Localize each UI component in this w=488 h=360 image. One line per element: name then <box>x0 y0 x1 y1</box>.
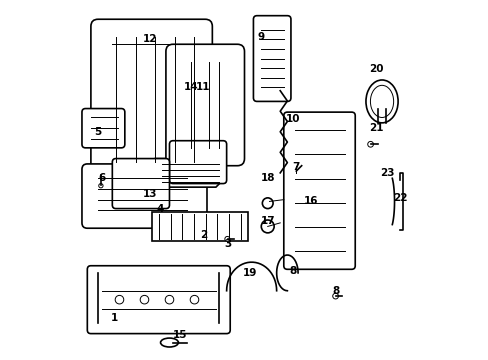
Circle shape <box>115 296 123 304</box>
Circle shape <box>140 296 148 304</box>
Text: 2: 2 <box>200 230 206 240</box>
Circle shape <box>224 237 229 242</box>
Circle shape <box>261 220 274 233</box>
Text: 21: 21 <box>368 123 383 133</box>
Text: 8: 8 <box>331 286 339 296</box>
Text: 12: 12 <box>142 34 157 44</box>
Text: 15: 15 <box>173 330 187 341</box>
Text: 1: 1 <box>110 312 118 323</box>
Text: 10: 10 <box>285 114 299 124</box>
Text: 19: 19 <box>242 268 257 278</box>
Circle shape <box>262 198 272 208</box>
Circle shape <box>367 141 373 147</box>
Text: 16: 16 <box>303 197 317 206</box>
Text: 14: 14 <box>183 82 198 92</box>
Bar <box>151 212 247 241</box>
Circle shape <box>332 293 338 299</box>
FancyBboxPatch shape <box>82 109 124 148</box>
FancyBboxPatch shape <box>87 266 230 334</box>
FancyBboxPatch shape <box>112 158 169 208</box>
FancyBboxPatch shape <box>82 164 206 228</box>
Ellipse shape <box>160 338 178 347</box>
Text: 6: 6 <box>98 173 105 183</box>
FancyBboxPatch shape <box>253 16 290 102</box>
Text: 5: 5 <box>94 127 102 137</box>
Polygon shape <box>155 158 223 187</box>
Text: 20: 20 <box>368 64 383 74</box>
Text: 4: 4 <box>157 203 164 213</box>
Text: 8: 8 <box>288 266 296 276</box>
Text: 18: 18 <box>260 173 274 183</box>
Circle shape <box>190 296 198 304</box>
Circle shape <box>165 296 173 304</box>
Text: 11: 11 <box>196 82 210 92</box>
Text: 13: 13 <box>142 189 157 199</box>
Text: 9: 9 <box>257 32 264 42</box>
Text: 3: 3 <box>224 239 232 249</box>
Text: 22: 22 <box>392 193 407 203</box>
FancyBboxPatch shape <box>165 44 244 166</box>
FancyBboxPatch shape <box>169 141 226 184</box>
Circle shape <box>99 184 103 188</box>
FancyBboxPatch shape <box>91 19 212 180</box>
FancyBboxPatch shape <box>283 112 354 269</box>
Text: 23: 23 <box>379 168 394 178</box>
Text: 7: 7 <box>292 162 299 172</box>
Text: 17: 17 <box>260 216 274 226</box>
